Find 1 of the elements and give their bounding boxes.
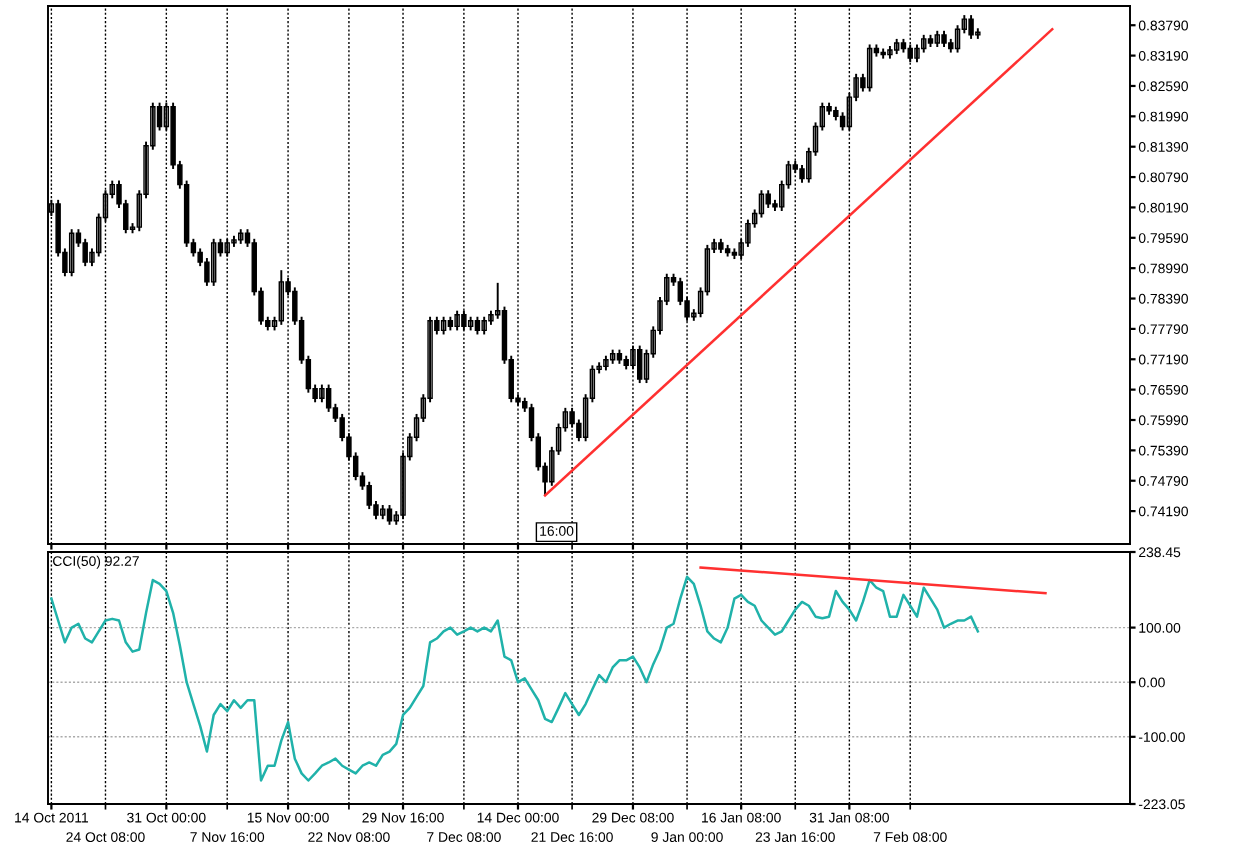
line-series [50, 575, 980, 782]
